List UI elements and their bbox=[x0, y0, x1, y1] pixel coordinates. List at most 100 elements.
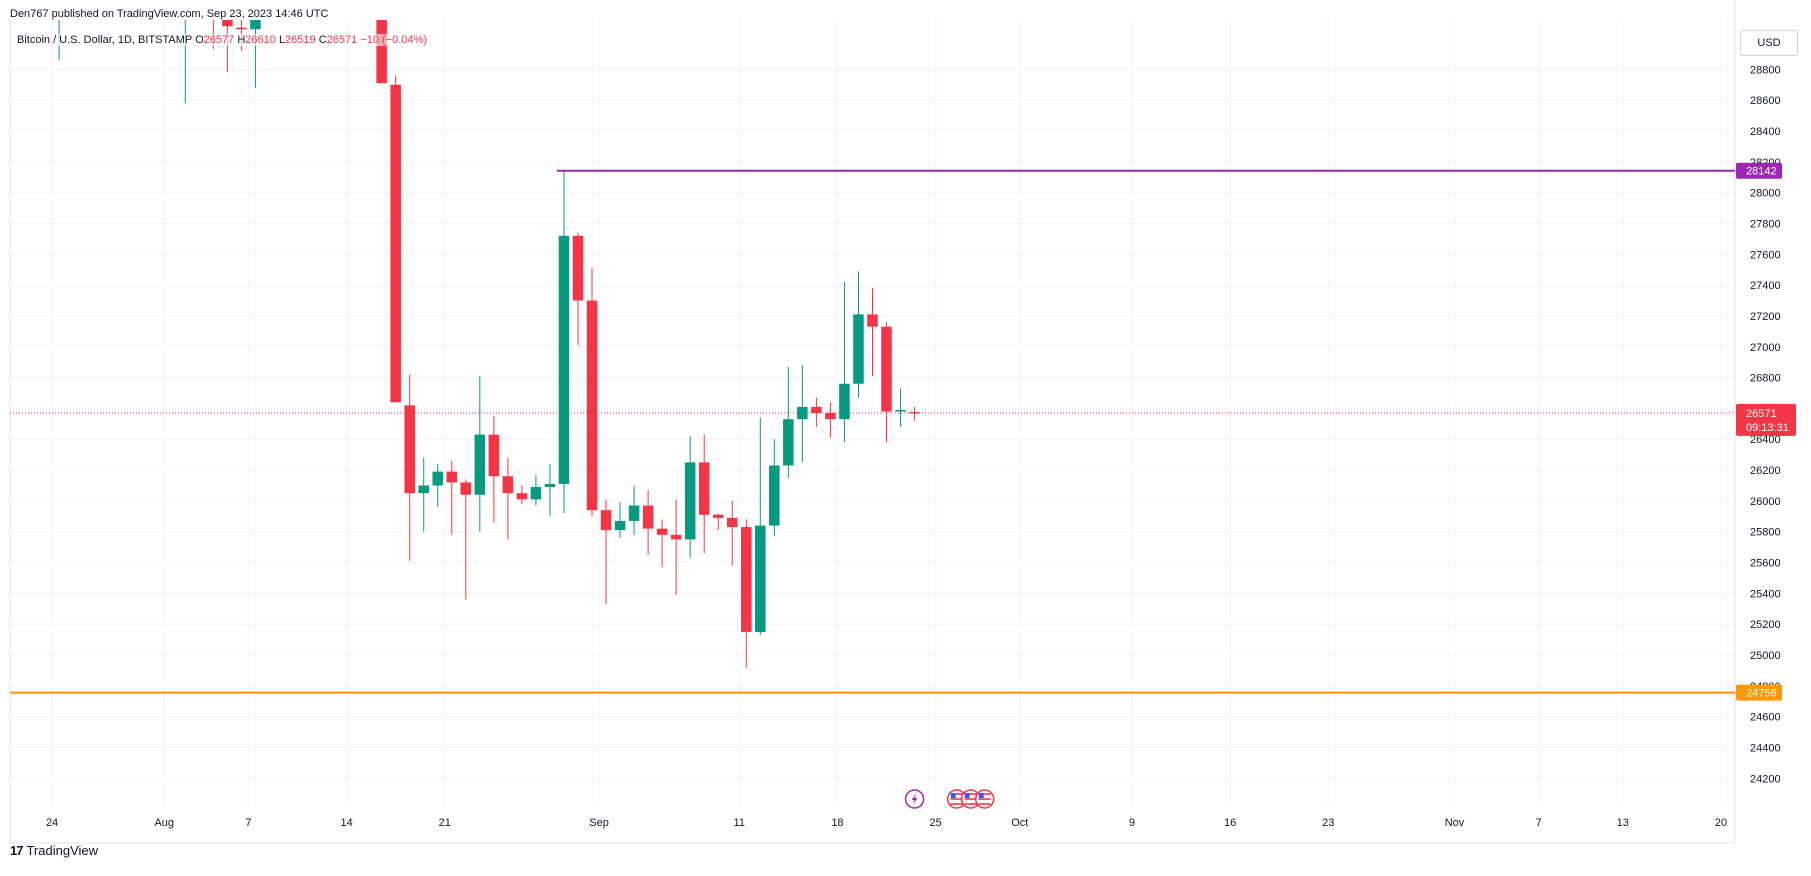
candle-body bbox=[572, 235, 584, 301]
resistance-price-tag bbox=[1736, 162, 1782, 179]
x-tick-label: Aug bbox=[154, 817, 174, 829]
x-tick-label: 16 bbox=[1224, 817, 1236, 829]
y-tick-label: 28000 bbox=[1750, 188, 1781, 200]
candle-body bbox=[530, 487, 542, 500]
candle bbox=[488, 416, 500, 523]
publish-line: Den767 published on TradingView.com, Sep… bbox=[10, 8, 329, 20]
candle bbox=[670, 499, 682, 595]
candle-body bbox=[418, 485, 429, 494]
x-tick-label: Sep bbox=[589, 817, 609, 829]
countdown-label: 09:13:31 bbox=[1746, 422, 1789, 434]
y-tick-label: 27800 bbox=[1750, 218, 1781, 230]
x-tick-label: 13 bbox=[1617, 817, 1629, 829]
y-tick-label: 26000 bbox=[1750, 496, 1781, 508]
candle-body bbox=[558, 235, 570, 484]
candle-body bbox=[769, 465, 780, 526]
candle-body bbox=[488, 434, 500, 477]
y-tick-label: 25600 bbox=[1750, 558, 1781, 570]
us-flag-canton bbox=[978, 793, 984, 798]
y-tick-label: 25200 bbox=[1750, 619, 1781, 631]
lightning-icon-bolt bbox=[911, 793, 918, 805]
candle bbox=[58, 20, 60, 61]
candle bbox=[839, 282, 850, 443]
candle bbox=[811, 397, 822, 427]
plot-area bbox=[10, 20, 1735, 694]
y-tick-label: 24600 bbox=[1750, 712, 1781, 724]
candle-body bbox=[460, 482, 472, 495]
x-tick-label: 25 bbox=[929, 817, 941, 829]
candle-body bbox=[825, 413, 836, 420]
candle-body bbox=[614, 520, 626, 531]
candle bbox=[544, 463, 556, 517]
candle bbox=[853, 271, 864, 398]
x-tick-label: 18 bbox=[831, 817, 843, 829]
y-tick-label: 26800 bbox=[1750, 373, 1781, 385]
y-tick-label: 28800 bbox=[1750, 64, 1781, 76]
candle bbox=[628, 485, 640, 535]
x-tick-label: 21 bbox=[439, 817, 451, 829]
candle-body bbox=[390, 84, 401, 403]
candle-body bbox=[783, 419, 794, 466]
x-tick-label: 9 bbox=[1129, 817, 1135, 829]
footer-brand[interactable]: 17 TradingView bbox=[10, 843, 98, 858]
candle bbox=[797, 365, 808, 463]
candle bbox=[656, 519, 668, 568]
x-tick-label: 23 bbox=[1322, 817, 1334, 829]
symbol-title: Bitcoin / U.S. Dollar, 1D, BITSTAMP bbox=[17, 34, 193, 46]
candle-body bbox=[670, 534, 682, 540]
us-flag-canton bbox=[950, 793, 956, 798]
candle-body bbox=[726, 517, 738, 528]
low-value: 26519 bbox=[285, 34, 316, 46]
candle-body bbox=[516, 493, 528, 500]
symbol-legend: Bitcoin / U.S. Dollar, 1D, BITSTAMP O265… bbox=[17, 34, 427, 46]
candle-body bbox=[376, 20, 387, 84]
close-value: 26571 bbox=[326, 34, 358, 46]
candle bbox=[769, 439, 780, 537]
candle bbox=[184, 20, 186, 104]
candle bbox=[783, 366, 794, 478]
open-value: 26577 bbox=[203, 34, 235, 46]
x-tick-label: Nov bbox=[1445, 817, 1465, 829]
open-label: O bbox=[195, 34, 204, 46]
candle-body bbox=[839, 383, 850, 420]
candle bbox=[684, 436, 696, 558]
candle bbox=[825, 402, 836, 438]
y-tick-label: 27600 bbox=[1750, 249, 1781, 261]
candle-body bbox=[544, 483, 556, 488]
candle bbox=[741, 519, 752, 668]
candle-body bbox=[656, 528, 668, 535]
candle bbox=[755, 417, 766, 635]
y-tick-label: 26200 bbox=[1750, 465, 1781, 477]
y-tick-label: 24200 bbox=[1750, 773, 1781, 785]
y-tick-label: 25000 bbox=[1750, 650, 1781, 662]
candle-body bbox=[474, 434, 486, 495]
candle bbox=[432, 463, 444, 508]
support-price-tag bbox=[1736, 684, 1782, 701]
candle bbox=[642, 490, 654, 555]
us-flag-icon bbox=[946, 789, 967, 809]
candle-body bbox=[586, 300, 598, 511]
currency-button[interactable]: USD bbox=[1740, 30, 1798, 56]
candle-body bbox=[446, 471, 458, 483]
candle bbox=[404, 374, 415, 562]
resistance-price-label: 28142 bbox=[1746, 166, 1777, 178]
candle-body bbox=[684, 462, 696, 540]
x-tick-label: 20 bbox=[1715, 817, 1727, 829]
candle bbox=[895, 388, 906, 427]
candle-body bbox=[797, 406, 808, 420]
candle-body bbox=[432, 471, 444, 486]
candle bbox=[614, 502, 626, 538]
candle-body bbox=[741, 527, 752, 632]
candle bbox=[909, 406, 920, 421]
candle bbox=[586, 268, 598, 517]
candle-body bbox=[881, 326, 892, 412]
y-tick-label: 27200 bbox=[1750, 311, 1781, 323]
candle-body bbox=[404, 405, 415, 494]
low-label: L bbox=[278, 34, 286, 46]
candle-body bbox=[642, 505, 654, 529]
x-tick-label: 11 bbox=[734, 817, 745, 829]
candle-body bbox=[628, 505, 640, 521]
candle bbox=[460, 479, 472, 600]
candle bbox=[867, 288, 878, 377]
